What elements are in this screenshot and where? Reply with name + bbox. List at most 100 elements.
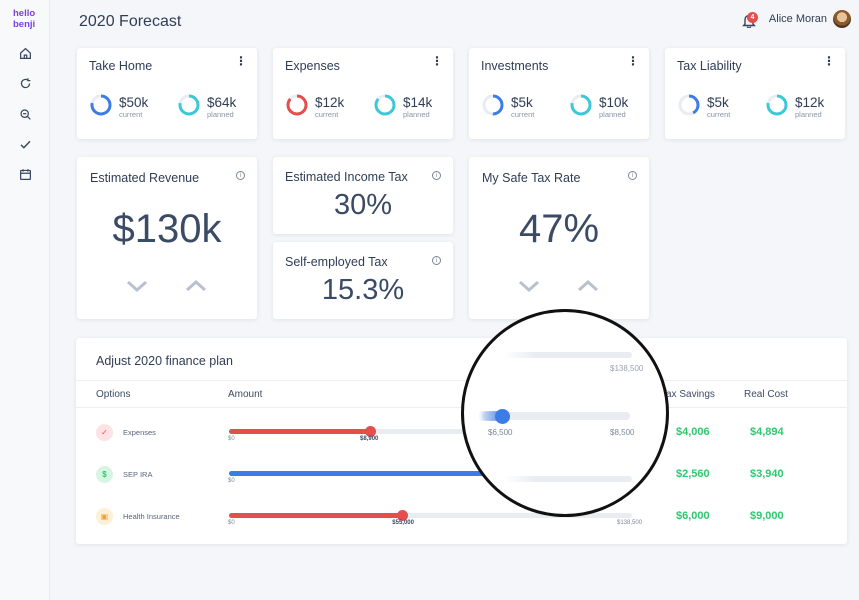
magnified-max-label: $8,500 (610, 428, 635, 437)
slider-min-label: $0 (228, 478, 235, 484)
decrease-chevron-down-icon[interactable] (518, 279, 540, 293)
more-options-icon[interactable]: ⋮ (235, 54, 247, 68)
self-employed-tax-value: 15.3% (321, 274, 405, 306)
tax-savings-value: $4,006 (676, 426, 710, 438)
current-value: $5k (511, 94, 533, 110)
slider-fill (229, 429, 371, 434)
info-icon[interactable]: i (432, 171, 441, 180)
check-icon[interactable] (17, 136, 33, 152)
planned-label: planned (599, 109, 626, 119)
current-metric: $5k current (678, 94, 730, 121)
dollar-icon: $ (96, 466, 113, 483)
slider-max-label: $138,500 (617, 520, 643, 526)
summary-card: Investments ⋮ $5k current $10k planned (469, 48, 649, 139)
sidebar: hello benji (0, 0, 50, 600)
progress-ring-icon (570, 94, 599, 121)
divider (76, 380, 847, 381)
self-employed-tax-card: Self-employed Tax i 15.3% (273, 242, 453, 319)
increase-chevron-up-icon[interactable] (185, 279, 207, 293)
app-logo[interactable]: hello benji (13, 8, 35, 30)
planned-value: $14k (403, 94, 433, 110)
magnified-slider-knob[interactable] (495, 409, 510, 424)
search-icon[interactable] (17, 106, 33, 122)
more-options-icon[interactable]: ⋮ (823, 54, 835, 68)
progress-ring-icon (766, 94, 795, 121)
slider-value-label: $55,000 (392, 520, 414, 526)
card-title: Self-employed Tax (285, 255, 388, 269)
amount-slider[interactable] (229, 426, 632, 437)
safe-tax-rate-value: 47% (518, 207, 600, 251)
slider-fill (229, 513, 403, 518)
current-label: current (707, 109, 731, 119)
slider-knob[interactable] (397, 510, 409, 521)
increase-chevron-up-icon[interactable] (577, 279, 599, 293)
real-cost-value: $9,000 (750, 510, 784, 522)
tax-savings-value: $2,560 (676, 468, 710, 480)
estimated-revenue-value: $130k (112, 207, 222, 251)
current-value: $5k (707, 94, 729, 110)
slider-min-label: $0 (228, 436, 235, 442)
row-label: Health Insurance (123, 512, 180, 521)
logo-line-1: hello (13, 8, 36, 19)
info-icon[interactable]: i (628, 171, 637, 180)
card-title: My Safe Tax Rate (482, 171, 581, 185)
info-icon[interactable]: i (236, 171, 245, 180)
income-tax-card: Estimated Income Tax i 30% (273, 157, 453, 234)
info-icon[interactable]: i (432, 256, 441, 265)
refresh-icon[interactable] (17, 75, 33, 91)
planned-metric: $14k planned (374, 94, 432, 121)
safe-tax-rate-card: My Safe Tax Rate i 47% (469, 157, 649, 319)
current-metric: $12k current (286, 94, 344, 121)
progress-ring-icon (178, 94, 207, 121)
notifications-button[interactable]: 4 (741, 10, 758, 28)
planned-label: planned (795, 109, 822, 119)
magnified-track-bottom (504, 476, 632, 482)
topbar-user-area: 4 Alice Moran (741, 10, 851, 28)
progress-ring-icon (482, 94, 511, 121)
current-label: current (119, 109, 143, 119)
avatar[interactable] (833, 10, 851, 28)
calendar-icon[interactable] (17, 166, 33, 182)
planned-value: $12k (795, 94, 825, 110)
slider-fill (229, 471, 504, 476)
planned-value: $64k (207, 94, 237, 110)
row-label: SEP IRA (123, 470, 153, 479)
plan-title: Adjust 2020 finance plan (96, 354, 233, 368)
summary-card: Take Home ⋮ $50k current $64k planned (77, 48, 257, 139)
finance-plan-card: Adjust 2020 finance plan Options Amount … (76, 338, 847, 544)
slider-value-label: $8,900 (360, 436, 379, 442)
planned-metric: $12k planned (766, 94, 824, 121)
card-title: Expenses (285, 59, 340, 73)
home-icon[interactable] (17, 45, 33, 61)
planned-value: $10k (599, 94, 629, 110)
briefcase-icon: ▣ (96, 508, 113, 525)
estimated-revenue-card: Estimated Revenue i $130k (77, 157, 257, 319)
planned-label: planned (403, 109, 430, 119)
current-metric: $5k current (482, 94, 534, 121)
progress-ring-icon (374, 94, 403, 121)
check-icon: ✓ (96, 424, 113, 441)
tax-savings-value: $6,000 (676, 510, 710, 522)
amount-slider[interactable] (229, 510, 632, 521)
slider-min-label: $0 (228, 520, 235, 526)
magnified-top-value: $138,500 (610, 364, 644, 373)
user-name[interactable]: Alice Moran (768, 13, 827, 25)
magnifier-lens: $138,500 $6,500 $8,500 (461, 309, 669, 517)
column-header-real-cost: Real Cost (744, 389, 788, 400)
current-value: $12k (315, 94, 345, 110)
logo-line-2: benji (13, 19, 36, 30)
magnified-min-label: $6,500 (488, 428, 513, 437)
slider-knob[interactable] (365, 426, 377, 437)
magnified-slider-track[interactable] (482, 412, 630, 420)
column-header-tax-savings: Tax Savings (661, 389, 715, 400)
planned-label: planned (207, 109, 234, 119)
card-title: Take Home (89, 59, 153, 73)
current-label: current (315, 109, 339, 119)
card-title: Tax Liability (677, 59, 742, 73)
real-cost-value: $3,940 (750, 468, 784, 480)
card-title: Investments (481, 59, 549, 73)
income-tax-value: 30% (333, 189, 393, 221)
decrease-chevron-down-icon[interactable] (126, 279, 148, 293)
more-options-icon[interactable]: ⋮ (627, 54, 639, 68)
more-options-icon[interactable]: ⋮ (431, 54, 443, 68)
